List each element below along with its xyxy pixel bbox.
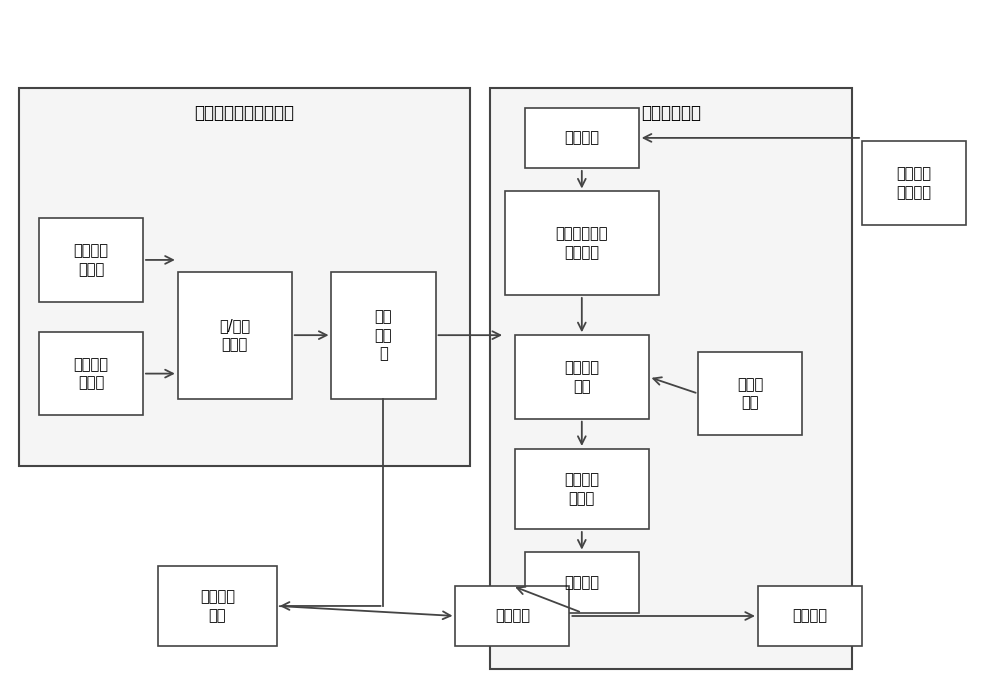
Text: 发电量获
取模块: 发电量获 取模块 (564, 472, 599, 506)
Bar (515, 335, 649, 419)
Text: 功率获取
模块: 功率获取 模块 (564, 360, 599, 394)
Bar (331, 271, 436, 399)
Text: 预测温度光强
获取模块: 预测温度光强 获取模块 (556, 226, 608, 260)
Text: 输出模块: 输出模块 (495, 609, 530, 624)
Text: 温度传感
器模块: 温度传感 器模块 (73, 357, 108, 391)
Text: 工作模式
设置模块: 工作模式 设置模块 (897, 167, 932, 200)
Text: 数据库
模块: 数据库 模块 (737, 377, 764, 410)
Text: 预测处理模块: 预测处理模块 (641, 104, 701, 123)
Bar (515, 449, 649, 529)
Bar (455, 586, 569, 646)
Text: 时钟模块: 时钟模块 (564, 131, 599, 146)
Bar (525, 108, 639, 168)
Text: 查询选择
模块: 查询选择 模块 (200, 589, 235, 623)
Bar (39, 332, 143, 416)
Text: 温度光强采集处理模块: 温度光强采集处理模块 (195, 104, 295, 123)
Text: 显示模块: 显示模块 (792, 609, 827, 624)
Bar (490, 88, 852, 670)
Text: 寄存
器模
块: 寄存 器模 块 (375, 309, 392, 362)
Bar (39, 218, 143, 302)
Text: 模/数转
换模块: 模/数转 换模块 (219, 318, 250, 352)
Bar (758, 586, 862, 646)
Text: 存储模块: 存储模块 (564, 575, 599, 590)
Bar (178, 271, 292, 399)
Bar (698, 352, 802, 435)
Bar (525, 552, 639, 613)
Bar (19, 88, 470, 466)
Bar (505, 192, 659, 295)
Bar (158, 566, 277, 646)
Bar (862, 141, 966, 225)
Text: 光强传感
器模块: 光强传感 器模块 (73, 243, 108, 277)
